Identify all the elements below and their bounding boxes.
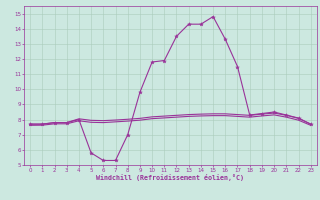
X-axis label: Windchill (Refroidissement éolien,°C): Windchill (Refroidissement éolien,°C) <box>96 174 244 181</box>
